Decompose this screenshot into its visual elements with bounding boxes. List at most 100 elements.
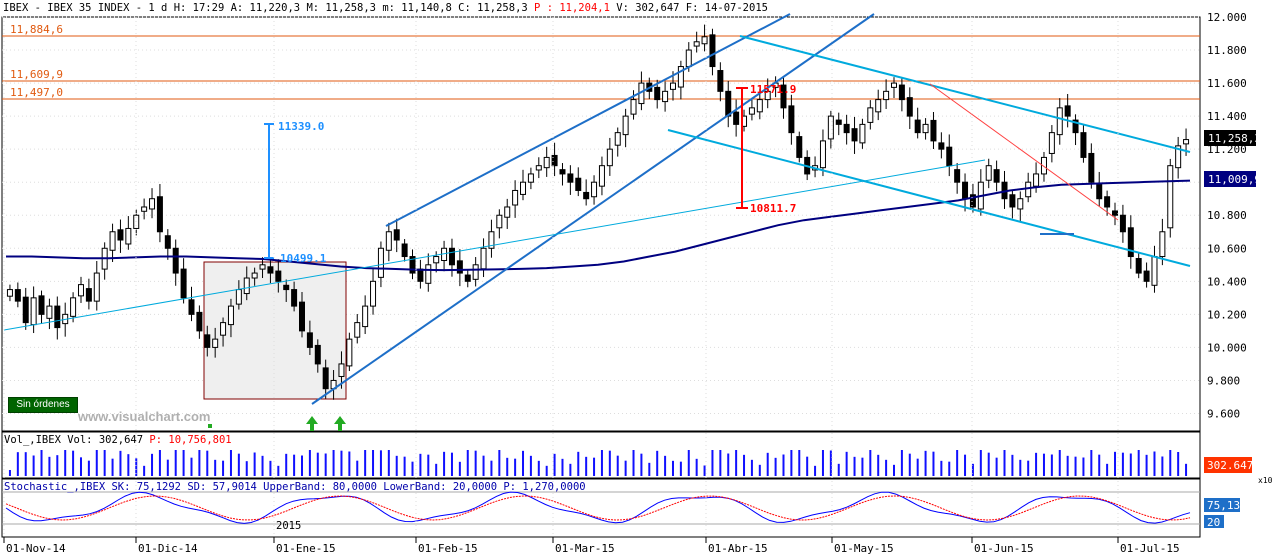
candle-body: [1135, 258, 1142, 274]
candle-body: [551, 154, 558, 167]
moving-average-line[interactable]: [6, 179, 1191, 272]
candle-body: [172, 247, 179, 274]
volume-bar: [1098, 454, 1101, 476]
volume-bar: [522, 450, 525, 476]
candle-body: [654, 86, 661, 101]
candle-body: [496, 214, 503, 229]
volume-bar: [545, 465, 548, 476]
volume-bar: [482, 455, 485, 476]
volume-bar: [608, 450, 611, 476]
volume-bar: [711, 450, 714, 476]
x-tick-label: 01-Abr-15: [708, 542, 768, 555]
volume-bar: [727, 453, 730, 476]
buy-signal-arrows: [208, 416, 346, 431]
volume-bar: [664, 455, 667, 476]
volume-bar: [301, 455, 303, 476]
stochastic-panel[interactable]: [1, 478, 1201, 538]
measure-blue[interactable]: 11339.0 10499.1: [264, 120, 327, 265]
long-trendline: [3, 159, 986, 331]
orders-button[interactable]: Sin órdenes: [8, 397, 78, 413]
stoch-scale-label: x10: [1258, 476, 1272, 485]
candle-body: [780, 84, 787, 109]
volume-bar: [837, 463, 840, 476]
quote-values: H: 17:29 A: 11,220,3 M: 11,258,3 m: 11,1…: [173, 2, 528, 14]
stoch-k-tag-text: 75,13: [1207, 499, 1240, 512]
chart-header: IBEX - IBEX 35 INDEX - 1 d H: 17:29 A: 1…: [3, 2, 768, 14]
candle-body: [243, 277, 250, 295]
volume-bar: [569, 463, 572, 476]
volume-bar: [293, 454, 296, 476]
candle-body: [859, 123, 866, 144]
stoch-low-tag: [1204, 515, 1224, 528]
channel-lines[interactable]: [3, 13, 1191, 405]
price-panel[interactable]: [1, 16, 1201, 432]
quote-p-label: P :: [534, 2, 554, 14]
volume-bar: [1011, 454, 1014, 476]
candle-body: [409, 256, 416, 274]
volume-p-label: P:: [149, 434, 163, 446]
volume-bar: [40, 450, 43, 476]
candle-body: [962, 181, 969, 200]
candle-body: [417, 268, 424, 282]
volume-bar: [206, 450, 209, 476]
candle-body: [346, 338, 353, 367]
volume-bar: [971, 463, 974, 476]
candle-body: [575, 177, 582, 191]
candle-body: [662, 90, 669, 103]
candle-body: [914, 119, 921, 134]
candle-body: [993, 169, 1000, 183]
quote-tail: V: 302,647 F: 14-07-2015: [616, 2, 768, 14]
volume-bar: [1074, 456, 1077, 476]
volume-bar: [964, 454, 967, 476]
candle-body: [54, 305, 61, 329]
volume-bar: [316, 452, 319, 476]
candle-body: [6, 289, 13, 297]
volume-bar: [79, 457, 82, 476]
volume-bar: [277, 465, 280, 476]
volume-bar: [1042, 453, 1045, 476]
candle-body: [1183, 139, 1190, 145]
volume-bar: [916, 458, 919, 476]
candle-body: [598, 165, 605, 187]
volume-bar: [908, 453, 911, 476]
ma-price-tag: [1204, 171, 1256, 187]
volume-bar: [798, 450, 801, 476]
volume-bar: [940, 460, 943, 476]
volume-bar: [143, 465, 146, 476]
measure-red[interactable]: 11571.9 10811.7: [736, 83, 796, 215]
volume-bar: [703, 465, 706, 476]
volume-bar: [474, 450, 477, 476]
candle-body: [969, 194, 976, 208]
candle-body: [149, 198, 156, 210]
volume-bar: [419, 453, 422, 476]
volume-bar: [616, 455, 619, 476]
candle-body: [1119, 214, 1126, 233]
consolidation-box[interactable]: [203, 261, 347, 400]
volume-bars: [8, 450, 1188, 476]
volume-title: Vol_,IBEX Vol: 302,647 P: 10,756,801: [4, 434, 232, 446]
volume-bar: [924, 450, 927, 476]
volume-bar: [821, 450, 824, 476]
candle-body: [701, 36, 708, 45]
candle-body: [141, 206, 148, 212]
candle-body: [117, 229, 124, 241]
candle-body: [283, 284, 290, 291]
volume-bar: [387, 450, 390, 476]
candle-body: [1056, 107, 1063, 136]
candle-body: [875, 99, 882, 113]
candle-body: [788, 105, 795, 134]
candle-body: [204, 334, 211, 348]
candle-body: [1159, 231, 1166, 258]
volume-bar: [1185, 463, 1188, 476]
volume-bar: [190, 457, 193, 476]
volume-bar: [64, 450, 67, 476]
volume-bar: [261, 455, 264, 476]
candle-body: [30, 297, 37, 326]
candle-body: [520, 181, 527, 195]
candle-body: [227, 305, 234, 326]
volume-bar: [466, 450, 469, 476]
candle-body: [591, 181, 598, 198]
candle-body: [46, 305, 53, 319]
last-price-tag: [1204, 130, 1256, 146]
